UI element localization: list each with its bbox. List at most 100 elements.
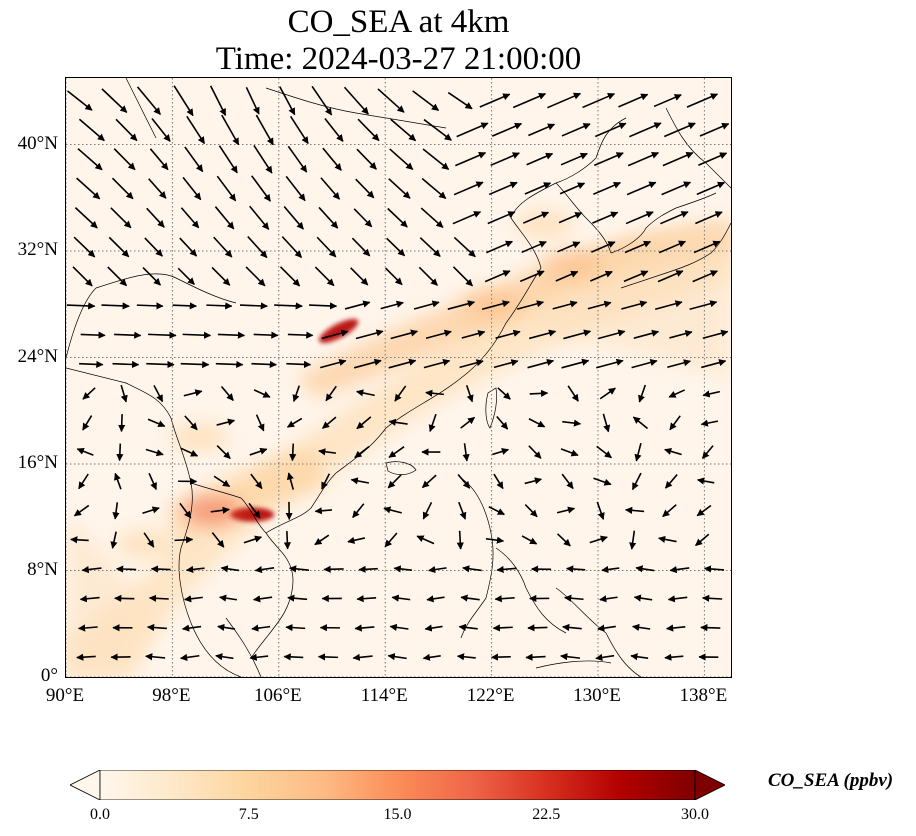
wind-arrow <box>455 151 487 167</box>
wind-arrow <box>249 205 270 230</box>
wind-arrow <box>686 93 719 108</box>
wind-arrow <box>456 653 476 661</box>
wind-arrow <box>462 565 482 573</box>
wind-arrow <box>220 385 234 401</box>
colorbar-tick-label: 7.5 <box>238 806 259 823</box>
wind-arrow <box>148 594 169 602</box>
wind-arrow <box>459 359 484 369</box>
wind-arrow <box>669 566 690 574</box>
wind-arrow <box>253 389 271 398</box>
wind-arrow <box>516 300 545 310</box>
wind-arrow <box>634 442 642 462</box>
wind-arrow <box>562 419 582 427</box>
wind-arrow <box>528 123 556 137</box>
co-hotspot <box>514 210 575 239</box>
wind-arrow <box>288 565 310 573</box>
wind-arrow <box>527 624 548 632</box>
wind-arrow <box>703 565 725 573</box>
wind-arrow <box>113 148 136 171</box>
wind-arrow <box>389 623 409 631</box>
wind-arrow <box>461 330 486 339</box>
map-panel[interactable] <box>65 77 732 678</box>
wind-arrow <box>635 565 655 573</box>
wind-arrow <box>356 148 377 170</box>
wind-arrow <box>77 624 98 632</box>
wind-arrow <box>386 237 406 257</box>
wind-arrow <box>668 389 686 398</box>
wind-arrow <box>216 444 231 460</box>
wind-arrow <box>425 329 452 340</box>
wind-arrow <box>287 594 308 602</box>
wind-arrow <box>527 358 555 369</box>
wind-arrow <box>465 385 474 403</box>
wind-arrow <box>289 115 309 145</box>
wind-arrow <box>356 595 377 603</box>
wind-arrow <box>354 624 375 632</box>
wind-arrow <box>249 653 269 661</box>
wind-arrow <box>490 653 511 661</box>
lon-tick-label: 114°E <box>360 685 408 706</box>
wind-arrow <box>380 300 404 310</box>
lon-tick-label: 130°E <box>573 685 621 706</box>
wind-arrow <box>565 565 586 573</box>
wind-arrow <box>243 535 263 544</box>
wind-arrow <box>629 122 662 138</box>
wind-arrow <box>390 329 419 340</box>
wind-arrow <box>239 302 268 310</box>
wind-arrow <box>702 594 723 602</box>
wind-arrow <box>590 270 613 282</box>
wind-arrow <box>173 85 194 117</box>
wind-arrow <box>82 387 96 400</box>
wind-arrow <box>633 594 653 602</box>
wind-arrow <box>621 300 648 310</box>
wind-arrow <box>388 358 417 369</box>
wind-arrow <box>526 152 554 166</box>
wind-arrow <box>218 145 238 174</box>
wind-arrow <box>145 448 164 457</box>
wind-arrow <box>458 501 467 520</box>
wind-arrow <box>624 506 645 514</box>
wind-arrow <box>114 472 122 490</box>
wind-arrow <box>255 114 274 146</box>
wind-arrow <box>662 152 694 167</box>
wind-arrow <box>696 504 712 517</box>
wind-arrow <box>181 624 202 632</box>
wind-arrow <box>558 212 583 224</box>
wind-arrow <box>599 387 616 400</box>
wind-arrow <box>116 443 124 462</box>
wind-arrow <box>251 624 271 632</box>
wind-arrow <box>633 329 660 340</box>
colorbar-tick-label: 30.0 <box>681 806 709 823</box>
wind-arrow <box>148 331 177 339</box>
wind-arrow <box>423 118 452 141</box>
wind-arrow <box>253 331 279 339</box>
wind-arrow <box>564 594 584 602</box>
wind-arrow <box>582 93 616 109</box>
wind-arrow <box>210 506 230 514</box>
map-canvas <box>66 78 731 677</box>
wind-arrow <box>662 504 677 518</box>
wind-arrow <box>111 177 134 200</box>
wind-arrow <box>457 473 471 489</box>
wind-arrow <box>490 152 520 167</box>
wind-arrow <box>695 533 710 547</box>
wind-arrow <box>631 358 658 369</box>
wind-arrow <box>350 477 370 485</box>
colorbar <box>69 769 726 801</box>
wind-arrow <box>321 473 331 490</box>
wind-arrow <box>153 385 164 403</box>
wind-arrow <box>458 623 478 632</box>
lat-tick-label: 40°N <box>17 132 58 154</box>
wind-arrow <box>220 565 240 573</box>
wind-arrow <box>485 536 505 544</box>
wind-arrow <box>567 385 579 402</box>
wind-arrow <box>556 506 576 514</box>
wind-arrow <box>627 151 660 167</box>
wind-arrow <box>112 502 120 520</box>
wind-arrow <box>279 266 301 287</box>
wind-arrow <box>145 653 166 661</box>
wind-arrow <box>481 300 510 311</box>
wind-arrow <box>654 300 683 310</box>
wind-arrow <box>479 93 511 108</box>
lat-tick-label: 16°N <box>17 452 58 474</box>
